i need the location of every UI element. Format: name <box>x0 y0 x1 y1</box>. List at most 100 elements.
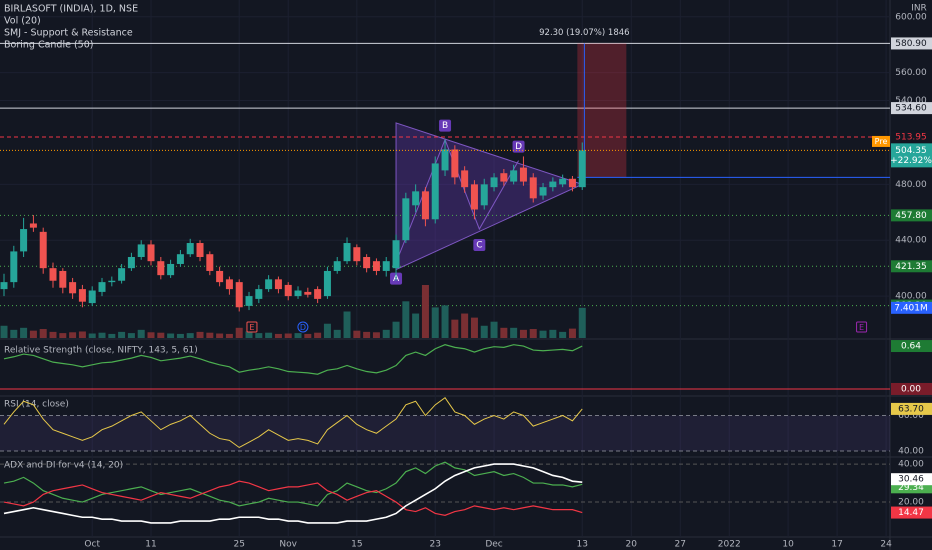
volume-bar <box>451 319 459 338</box>
candle-body <box>323 270 331 297</box>
candle-body <box>568 178 576 188</box>
rs-last-label: 0.64 <box>901 342 921 352</box>
volume-bar <box>49 331 57 338</box>
volume-bar <box>255 333 263 338</box>
level-label: 580.90 <box>895 39 927 49</box>
session-box <box>872 135 890 147</box>
y-tick-label: 560.00 <box>895 68 927 78</box>
volume-bar <box>559 331 567 338</box>
candle-body <box>412 191 420 206</box>
level-label: 534.60 <box>895 104 927 114</box>
volume-bar <box>441 305 449 338</box>
x-tick-label: 10 <box>782 540 794 550</box>
symbol-title: BIRLASOFT (INDIA), 1D, NSE <box>4 4 138 15</box>
volume-bar <box>353 330 361 338</box>
y-tick-label: 40.00 <box>898 447 924 457</box>
adx-last-label: 14.47 <box>898 508 924 518</box>
candle-body <box>137 244 145 257</box>
volume-bar <box>69 332 77 338</box>
session-label: Pre <box>875 137 888 146</box>
candle-body <box>127 256 135 269</box>
adx-last-label: 30.46 <box>898 475 924 485</box>
volume-bar <box>206 332 214 338</box>
x-tick-label: 20 <box>626 540 638 550</box>
volume-bar <box>431 307 439 338</box>
pane-title: RSI (14, close) <box>4 400 69 410</box>
volume-last-label-box <box>891 301 932 314</box>
candle-body <box>441 149 449 171</box>
volume-bar <box>323 323 331 338</box>
volume-bar <box>461 313 469 338</box>
candle-body <box>461 170 469 188</box>
candle-body <box>451 149 459 178</box>
candle-body <box>578 150 586 188</box>
pane-title: ADX and DI for v4 (14, 20) <box>4 461 123 471</box>
last-price-label: 504.35 <box>895 146 927 156</box>
candle-body <box>382 261 390 271</box>
candle-body <box>196 243 204 257</box>
event-label: E <box>249 323 254 332</box>
volume-bar <box>314 332 322 338</box>
x-tick-label: Oct <box>84 540 100 550</box>
y-tick-label: 20.00 <box>898 498 924 508</box>
candle-body <box>500 173 508 182</box>
volume-bar <box>421 285 429 338</box>
volume-bar <box>529 329 537 338</box>
candle-body <box>147 244 155 262</box>
x-tick-label: 15 <box>351 540 362 550</box>
pattern-label-box <box>512 140 525 153</box>
level-label-box <box>891 130 932 143</box>
candle-body <box>29 223 37 228</box>
candle-body <box>421 191 429 220</box>
y-tick-label: 540.00 <box>895 96 927 106</box>
candle-body <box>314 289 322 299</box>
event-marker <box>246 321 258 333</box>
candle-body <box>39 231 47 269</box>
position-label: 92.30 (19.07%) 1846 <box>539 28 629 38</box>
indicator-legend: Boring Candle (50) <box>4 40 93 51</box>
volume-bar <box>147 332 155 338</box>
level-label-box <box>891 260 932 273</box>
candle-body <box>69 282 77 294</box>
candle-body <box>216 270 224 283</box>
volume-bar <box>88 333 96 338</box>
candle-body <box>363 256 371 269</box>
volume-bar <box>167 333 175 338</box>
volume-bar <box>196 331 204 338</box>
candle-body <box>98 282 106 292</box>
level-label: 457.80 <box>895 211 927 221</box>
x-tick-label: 2022 <box>718 540 741 550</box>
pattern-label-box <box>473 239 486 252</box>
volume-bar <box>382 329 390 338</box>
event-marker <box>297 321 309 333</box>
candle-body <box>167 263 175 276</box>
volume-bar <box>539 330 547 338</box>
candle-body <box>559 178 567 185</box>
candle-body <box>157 261 165 276</box>
volume-bar <box>274 333 282 338</box>
y-tick-label: 400.00 <box>895 292 927 302</box>
volume-bar <box>78 331 86 338</box>
rsi-last-label: 63.70 <box>898 404 924 414</box>
volume-bar <box>0 325 8 338</box>
volume-bar <box>176 333 184 338</box>
indicator-line <box>3 480 583 516</box>
candle-body <box>304 291 312 295</box>
candle-body <box>549 181 557 188</box>
volume-bar <box>304 333 312 338</box>
level-label: 421.35 <box>895 262 927 272</box>
level-label-box <box>891 209 932 222</box>
volume-bar <box>343 311 351 338</box>
candle-body <box>245 296 253 306</box>
candle-body <box>265 279 273 290</box>
volume-bar <box>549 329 557 338</box>
candle-body <box>176 254 184 264</box>
indicator-line <box>3 397 583 449</box>
volume-bar <box>186 333 194 338</box>
pattern-label: C <box>476 241 482 251</box>
pattern-label: D <box>515 142 522 152</box>
x-tick-label: Dec <box>485 540 502 550</box>
volume-bar <box>216 333 224 338</box>
volume-bar <box>372 332 380 338</box>
